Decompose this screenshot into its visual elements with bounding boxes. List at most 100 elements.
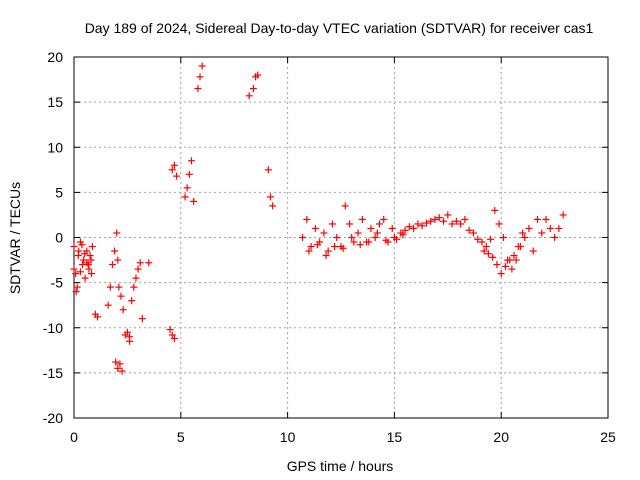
data-point xyxy=(431,215,439,223)
data-point xyxy=(87,256,95,264)
data-point xyxy=(196,73,204,81)
y-tick-label: 5 xyxy=(55,184,63,200)
data-point xyxy=(134,265,142,273)
data-point xyxy=(529,247,537,255)
data-points xyxy=(70,62,567,375)
data-point xyxy=(170,161,178,169)
data-point xyxy=(367,224,375,232)
y-tick-label: 0 xyxy=(55,230,63,246)
data-point xyxy=(487,235,495,243)
data-point xyxy=(534,215,542,223)
data-point xyxy=(311,224,319,232)
data-point xyxy=(115,283,123,291)
data-point xyxy=(555,224,563,232)
data-point xyxy=(314,241,322,249)
data-point xyxy=(130,283,138,291)
data-point xyxy=(305,247,313,255)
data-point xyxy=(546,224,554,232)
data-point xyxy=(469,229,477,237)
data-point xyxy=(457,220,465,228)
data-point xyxy=(493,261,501,269)
data-point xyxy=(399,231,407,239)
x-tick-label: 20 xyxy=(493,429,509,445)
data-point xyxy=(138,315,146,323)
data-point xyxy=(339,244,347,252)
data-point xyxy=(542,215,550,223)
data-point xyxy=(346,220,354,228)
data-point xyxy=(113,229,121,237)
data-point xyxy=(307,243,315,251)
data-point xyxy=(382,236,390,244)
data-point xyxy=(499,234,507,241)
x-tick-label: 10 xyxy=(280,429,296,445)
data-point xyxy=(333,234,341,241)
data-point xyxy=(88,270,96,278)
data-point xyxy=(497,270,505,278)
data-point xyxy=(435,214,443,222)
data-point xyxy=(168,166,176,174)
data-point xyxy=(183,184,191,192)
data-point xyxy=(356,241,364,249)
data-point xyxy=(508,265,516,273)
data-point xyxy=(166,326,174,334)
data-point xyxy=(118,367,126,375)
data-point xyxy=(559,211,567,219)
data-point xyxy=(414,220,422,228)
data-point xyxy=(111,247,119,255)
data-point xyxy=(145,259,153,267)
data-point xyxy=(491,206,499,214)
data-point xyxy=(452,217,460,225)
data-point xyxy=(269,202,277,210)
data-point xyxy=(168,331,176,339)
data-point xyxy=(70,265,78,273)
data-point xyxy=(512,256,520,264)
data-point xyxy=(173,172,181,180)
data-point xyxy=(70,243,78,251)
data-point xyxy=(72,270,80,278)
data-point xyxy=(489,253,497,261)
data-point xyxy=(198,62,206,70)
data-point xyxy=(405,223,413,231)
y-tick-label: -10 xyxy=(43,320,63,336)
x-tick-label: 15 xyxy=(387,429,403,445)
data-point xyxy=(83,259,91,267)
data-point xyxy=(331,243,339,251)
data-point xyxy=(358,215,366,223)
data-point xyxy=(108,261,116,269)
data-point xyxy=(510,252,518,260)
data-point xyxy=(106,283,114,291)
data-point xyxy=(324,247,332,255)
data-point xyxy=(322,252,330,260)
data-point xyxy=(132,274,140,282)
x-axis-label: GPS time / hours xyxy=(287,458,394,474)
data-point xyxy=(350,238,358,246)
data-point xyxy=(85,265,93,273)
data-point xyxy=(112,358,120,366)
data-point xyxy=(117,292,125,300)
data-point xyxy=(74,252,82,260)
data-point xyxy=(185,170,193,178)
data-point xyxy=(461,215,469,223)
data-point xyxy=(365,238,373,246)
data-point xyxy=(320,229,328,237)
data-point xyxy=(114,364,122,372)
grid xyxy=(74,57,608,418)
data-point xyxy=(194,85,202,93)
x-tick-label: 25 xyxy=(600,429,616,445)
data-point xyxy=(136,259,144,267)
y-axis: -20 -15 -10 -5 0 5 10 15 20 xyxy=(43,49,608,426)
data-point xyxy=(81,250,89,258)
data-point xyxy=(119,306,127,314)
data-point xyxy=(388,224,396,232)
data-point xyxy=(190,197,198,205)
data-point xyxy=(348,234,356,241)
data-point xyxy=(380,215,388,223)
data-point xyxy=(371,234,379,241)
y-axis-label: SDTVAR / TECUs xyxy=(7,182,23,294)
data-point xyxy=(551,234,559,241)
data-point xyxy=(354,229,362,237)
data-point xyxy=(76,238,84,246)
data-point xyxy=(245,92,253,100)
data-point xyxy=(474,235,482,243)
